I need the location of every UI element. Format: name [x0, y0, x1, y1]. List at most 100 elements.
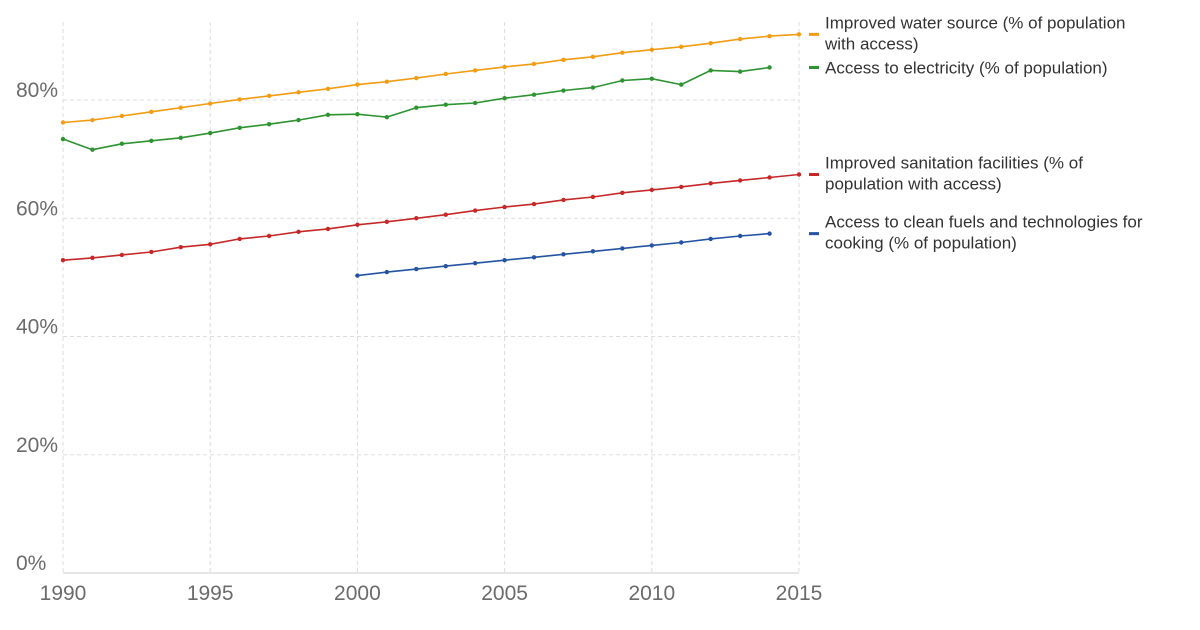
x-tick-label: 2000 — [334, 582, 381, 605]
data-point — [649, 187, 654, 193]
data-point — [472, 68, 478, 73]
data-point — [443, 71, 448, 77]
data-point — [737, 233, 743, 239]
data-point — [266, 122, 272, 127]
data-point — [355, 82, 360, 87]
series-line — [62, 173, 800, 261]
data-point — [767, 231, 772, 236]
data-point — [737, 36, 743, 42]
data-point — [620, 190, 625, 196]
data-point — [355, 222, 360, 227]
data-point — [178, 135, 183, 141]
y-tick-label: 60% — [16, 197, 58, 220]
data-point — [60, 136, 66, 142]
data-point — [679, 184, 684, 190]
data-point — [237, 125, 242, 130]
x-tick-label: 2015 — [776, 582, 823, 605]
x-tick-label: 2010 — [628, 582, 675, 605]
data-point — [502, 258, 507, 263]
data-point — [502, 96, 507, 101]
data-point — [384, 114, 390, 120]
data-point — [708, 41, 713, 46]
data-point — [649, 76, 654, 81]
data-point — [472, 208, 478, 213]
data-point — [502, 64, 507, 70]
data-point — [649, 243, 654, 248]
data-point — [561, 88, 566, 93]
y-tick-label: 40% — [16, 316, 58, 339]
legend-label: Improved sanitation facilities (% of — [825, 153, 1083, 172]
data-point — [679, 44, 684, 49]
grid-layer — [62, 22, 800, 573]
data-point — [296, 90, 301, 95]
data-point — [384, 79, 390, 84]
data-point — [237, 236, 242, 242]
data-point — [296, 117, 301, 123]
data-point — [590, 194, 596, 200]
data-point — [208, 242, 213, 247]
legend-item: Improved water source (% of population wi… — [809, 13, 1126, 53]
data-point — [414, 105, 419, 110]
data-point — [590, 249, 596, 254]
data-point — [531, 201, 537, 207]
data-point — [737, 69, 743, 74]
data-point — [767, 65, 772, 70]
data-point — [414, 75, 419, 81]
data-point — [531, 92, 537, 97]
x-tick-label: 1990 — [40, 582, 87, 605]
data-point — [443, 102, 448, 107]
legend-label: Improved water source (% of population — [825, 13, 1126, 32]
data-point — [561, 57, 566, 62]
legend-label: population with access) — [825, 174, 1002, 193]
data-point — [443, 212, 448, 217]
data-point — [767, 33, 772, 39]
x-tick-label: 1995 — [187, 582, 234, 605]
data-point — [149, 109, 154, 115]
data-point — [60, 120, 66, 125]
data-point — [649, 47, 654, 52]
data-point — [531, 61, 537, 67]
data-point — [531, 255, 537, 260]
data-point — [178, 105, 183, 110]
data-point — [149, 249, 154, 255]
data-point — [149, 138, 154, 143]
data-point — [767, 175, 772, 180]
legend-label: with access) — [824, 34, 919, 53]
data-point — [620, 50, 625, 55]
legend-item: Access to electricity (% of population) — [809, 58, 1108, 77]
legend: Improved water source (% of population wi… — [809, 13, 1143, 253]
data-point — [90, 255, 95, 261]
data-point — [590, 85, 596, 90]
data-point — [325, 112, 331, 117]
data-point — [384, 269, 390, 275]
y-tick-label: 0% — [16, 552, 46, 575]
series-line — [62, 33, 800, 124]
data-point — [679, 82, 684, 87]
data-point — [708, 236, 713, 242]
data-point — [708, 68, 713, 73]
data-point — [384, 219, 390, 224]
data-point — [502, 204, 507, 210]
data-point — [266, 93, 272, 99]
y-tick-label: 20% — [16, 434, 58, 457]
data-point — [414, 266, 419, 272]
data-point — [620, 246, 625, 251]
legend-label: Access to clean fuels and technologies f… — [825, 213, 1143, 232]
legend-item: Improved sanitation facilities (% of popu… — [809, 153, 1083, 193]
data-point — [796, 32, 802, 37]
data-point — [296, 229, 301, 235]
data-point — [90, 117, 95, 123]
data-point — [472, 260, 478, 266]
legend-label: Access to electricity (% of population) — [825, 58, 1108, 77]
y-tick-label: 80% — [16, 79, 58, 102]
data-point — [796, 172, 802, 177]
data-point — [414, 216, 419, 221]
data-point — [119, 113, 125, 119]
series-3 — [355, 231, 772, 278]
x-tick-label: 2005 — [481, 582, 528, 605]
data-point — [737, 178, 743, 183]
legend-item: Access to clean fuels and technologies f… — [809, 213, 1143, 253]
data-point — [561, 252, 566, 257]
series-0 — [60, 32, 802, 125]
